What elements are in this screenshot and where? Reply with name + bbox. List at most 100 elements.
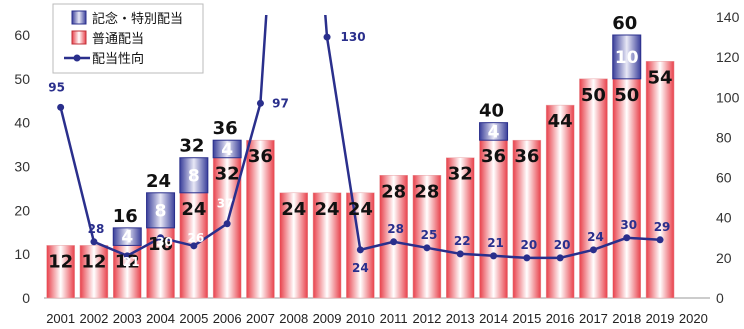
right-tick-label: 140 [716,9,740,25]
payout-ratio-label: 130 [341,30,366,44]
legend-label-ratio: 配当性向 [92,51,144,67]
left-tick-label: 10 [14,246,30,262]
x-tick-label: 2019 [646,311,675,326]
payout-ratio-label: 21 [123,255,140,269]
payout-ratio-label: 29 [654,220,671,234]
regular-dividend-label: 24 [281,199,306,220]
payout-ratio-label: 24 [352,261,369,275]
left-tick-label: 50 [14,71,30,87]
regular-dividend-bar [379,175,408,299]
ratio-point [123,252,131,260]
ratio-point [623,234,631,242]
special-dividend-bar [212,139,242,159]
regular-dividend-label: 36 [481,146,506,167]
x-tick-label: 2016 [546,311,575,326]
axes: 0 10 20 30 40 50 60 0 20 40 60 80 100 120 140 2001 2002 2… [14,9,739,326]
total-dividend-label: 16 [113,206,138,227]
regular-dividend-label: 28 [381,181,406,202]
regular-dividend-label: 36 [248,146,273,167]
payout-ratio-label: 30 [620,218,637,232]
payout-ratio-label: 20 [520,238,537,252]
regular-dividend-bar [645,61,675,299]
payout-ratio-label: 37 [217,197,234,211]
x-tick-label: 2006 [213,311,242,326]
legend-marker-ratio [73,54,81,62]
regular-dividend-label: 12 [48,251,73,272]
payout-ratio-label: 95 [48,80,65,94]
payout-ratio-label: 24 [587,230,604,244]
regular-dividend-bar [446,157,475,299]
regular-dividend-bar [279,192,308,299]
x-tick-label: 2017 [579,311,608,326]
payout-ratio-label: 28 [387,222,404,236]
special-dividend-bar [479,122,509,141]
payout-ratio-label: 20 [554,238,571,252]
ratio-point [223,220,231,228]
regular-dividend-bar [46,245,75,299]
legend-swatch-special [71,10,87,25]
payout-ratio-label: 21 [487,236,504,250]
ratio-point [157,234,165,242]
legend: 記念・特別配当 普通配当 配当性向 [52,3,204,74]
regular-dividend-bar [246,139,275,299]
regular-dividend-bar [312,192,342,299]
regular-dividend-bar [212,157,242,299]
special-dividend-label: 10 [615,48,639,68]
x-tick-label: 2020 [679,311,708,326]
x-tick-label: 2005 [179,311,208,326]
right-tick-label: 20 [716,250,732,266]
total-dividend-label: 60 [612,13,637,34]
regular-dividend-bar [545,104,575,299]
right-tick-label: 100 [716,89,740,105]
special-dividend-bar [179,157,209,194]
regular-dividend-bar [512,139,542,299]
total-dividend-label: 32 [179,136,204,157]
x-tick-label: 2013 [446,311,475,326]
regular-dividend-bar [79,245,109,299]
regular-dividend-label: 24 [315,199,340,220]
ratio-point [256,99,264,107]
ratio-point [423,244,431,252]
left-tick-label: 60 [14,27,30,43]
ratio-point [90,238,98,246]
left-tick-label: 20 [14,202,30,218]
ratio-point [556,254,564,262]
right-tick-label: 80 [716,129,732,145]
x-tick-label: 2011 [380,311,408,326]
regular-dividend-label: 44 [548,111,573,132]
x-tick-label: 2012 [412,311,441,326]
payout-ratio-label: 22 [454,234,471,248]
x-tick-label: 2008 [279,311,308,326]
legend-swatch-regular [71,30,87,45]
regular-dividend-label: 16 [148,234,173,255]
x-tick-label: 2003 [113,311,142,326]
left-tick-label: 40 [14,115,30,131]
regular-dividend-label: 12 [81,251,106,272]
ratio-point [456,250,464,258]
total-dividend-label: 24 [146,171,171,192]
payout-ratio-label: 28 [88,222,105,236]
right-tick-label: 0 [716,290,724,306]
regular-dividend-label: 32 [215,164,240,185]
ratio-point [57,103,65,111]
special-dividend-label: 8 [188,166,200,186]
ratio-point [323,33,331,41]
legend-label-special: 記念・特別配当 [92,11,183,27]
ratio-point [523,254,531,262]
ratio-point [656,236,664,244]
special-dividend-bar [146,192,176,229]
payout-ratio-label: 30 [156,235,173,249]
regular-dividend-label: 32 [448,164,473,185]
x-tick-label: 2010 [346,311,375,326]
ratio-line [57,15,664,262]
x-tick-label: 2002 [79,311,108,326]
special-dividend-label: 4 [221,140,233,160]
x-tick-label: 2015 [512,311,541,326]
bars [46,34,675,299]
special-dividend-bar [612,34,642,80]
regular-dividend-label: 54 [648,67,673,88]
total-dividend-label: 40 [479,101,504,122]
regular-dividend-label: 50 [614,85,639,106]
ratio-point [390,238,398,246]
